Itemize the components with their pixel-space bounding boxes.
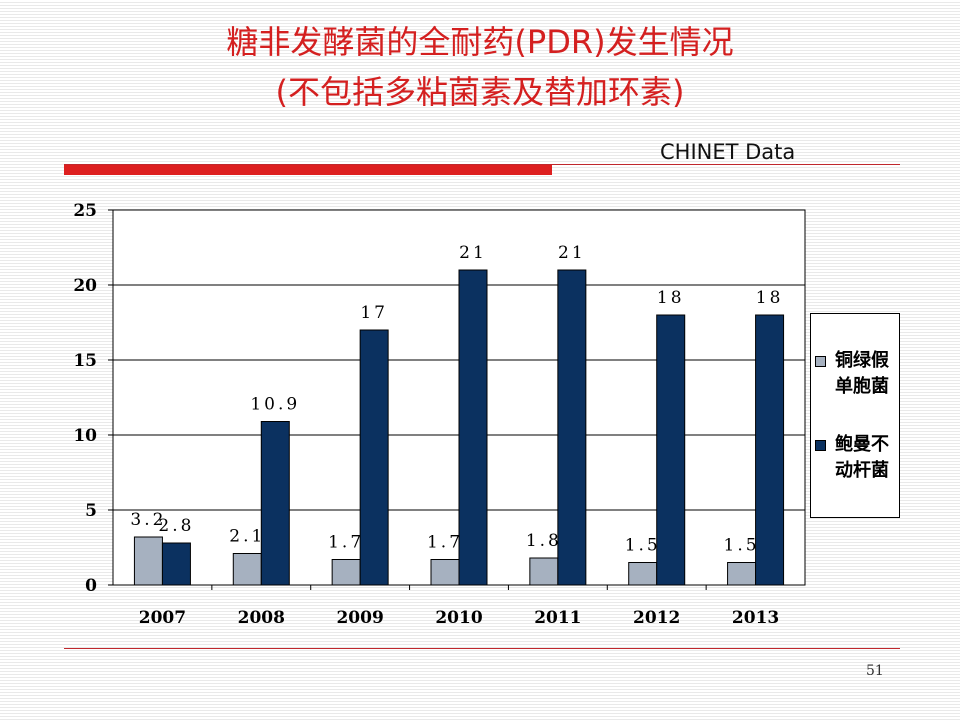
legend-label-acinetobacter: 鲍曼不 动杆菌 [835, 432, 901, 484]
x-tick-label: 2012 [633, 608, 680, 628]
bar-pseudomonas [331, 559, 361, 586]
footer-rule [64, 648, 900, 649]
x-tick-label: 2008 [238, 608, 285, 628]
data-label-pseudomonas: 3.2 [130, 510, 166, 530]
bar-pseudomonas [430, 559, 460, 586]
header-rule-thick [64, 165, 552, 175]
data-label-pseudomonas: 1.5 [724, 536, 760, 556]
data-label-pseudomonas: 1.7 [328, 533, 364, 553]
bar-acinetobacter [656, 314, 686, 586]
legend-label-line: 鲍曼不 [835, 434, 889, 455]
bar-pseudomonas [727, 562, 757, 586]
legend-label-line: 单胞菌 [835, 376, 889, 397]
bar-pseudomonas [133, 536, 163, 586]
y-tick-label: 25 [73, 201, 97, 221]
bar-pseudomonas [232, 553, 262, 586]
slide-subtitle: (不包括多粘菌素及替加环素) [275, 73, 685, 111]
y-tick-label: 15 [73, 351, 97, 371]
data-label-acinetobacter: 18 [657, 288, 685, 308]
bar-acinetobacter [161, 542, 191, 586]
data-label-pseudomonas: 1.8 [526, 531, 562, 551]
legend-swatch-pseudomonas [815, 356, 826, 367]
chart-legend: 铜绿假 单胞菌 鲍曼不 动杆菌 [810, 313, 900, 518]
legend-swatch-acinetobacter [815, 440, 826, 451]
legend-label-pseudomonas: 铜绿假 单胞菌 [835, 348, 901, 400]
bar-pseudomonas [529, 557, 559, 586]
page-number: 51 [866, 663, 884, 679]
data-label-acinetobacter: 18 [756, 288, 784, 308]
bar-acinetobacter [755, 314, 785, 586]
bar-acinetobacter [557, 269, 587, 586]
data-label-acinetobacter: 17 [360, 303, 388, 323]
data-source-label: CHINET Data [660, 140, 796, 164]
x-tick-label: 2009 [336, 608, 383, 628]
data-label-pseudomonas: 1.7 [427, 533, 463, 553]
legend-label-line: 动杆菌 [835, 460, 889, 481]
data-label-acinetobacter: 10.9 [250, 395, 300, 415]
x-tick-label: 2007 [139, 608, 186, 628]
y-tick-label: 0 [85, 576, 97, 596]
data-label-pseudomonas: 2.1 [229, 527, 265, 547]
data-label-acinetobacter: 21 [459, 243, 487, 263]
bar-pseudomonas [628, 562, 658, 586]
y-tick-label: 10 [73, 426, 97, 446]
header-rule-thin [64, 164, 900, 165]
x-tick-label: 2011 [534, 608, 581, 628]
bar-acinetobacter [260, 421, 290, 586]
y-tick-label: 20 [73, 276, 97, 296]
data-label-acinetobacter: 2.8 [158, 516, 194, 536]
x-tick-label: 2013 [732, 608, 779, 628]
y-tick-label: 5 [85, 501, 97, 521]
bar-acinetobacter [359, 329, 389, 586]
legend-label-line: 铜绿假 [835, 350, 889, 371]
data-label-acinetobacter: 21 [558, 243, 586, 263]
x-tick-label: 2010 [435, 608, 482, 628]
data-label-pseudomonas: 1.5 [625, 536, 661, 556]
slide-title: 糖非发酵菌的全耐药(PDR)发生情况 [226, 23, 734, 61]
bar-acinetobacter [458, 269, 488, 586]
